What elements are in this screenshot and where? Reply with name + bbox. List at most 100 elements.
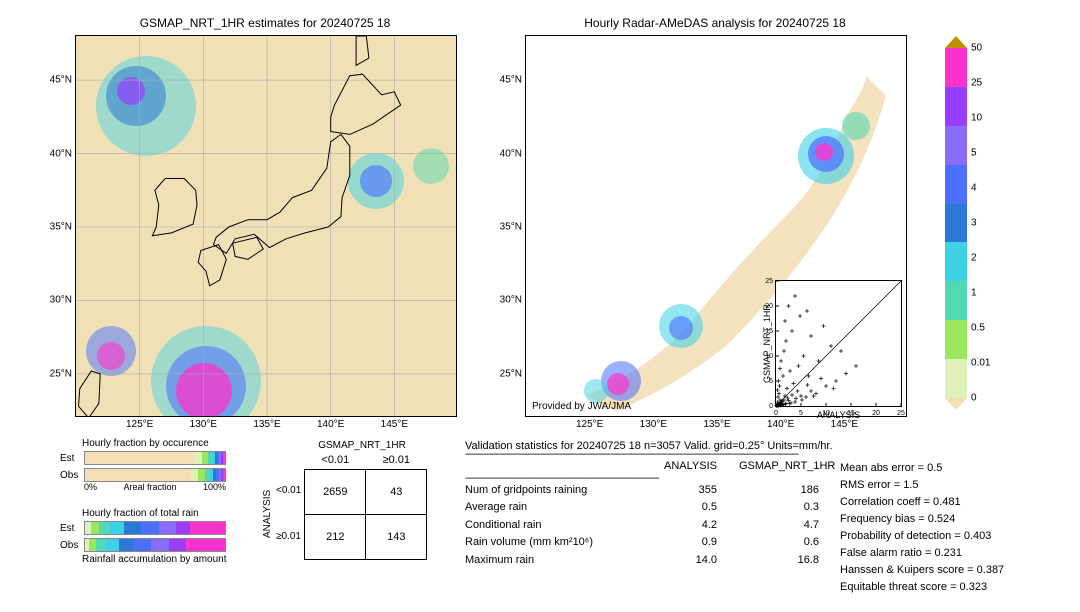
tot-bar-est (84, 521, 226, 535)
ct-row-label-1: ≥0.01 (276, 516, 301, 558)
hourly-occurrence-panel: Hourly fraction by occurence Est Obs 0% … (60, 438, 226, 492)
ct-row-label-0: <0.01 (276, 469, 301, 511)
scatter-xlabel: ANALYSIS (776, 410, 901, 420)
left-map: 125°E130°E135°E140°E145°E45°N40°N35°N30°… (75, 35, 457, 417)
colorbar-segment (945, 320, 967, 359)
colorbar-tick: 3 (967, 218, 977, 229)
frac-seg (124, 522, 141, 534)
colorbar-segment (945, 359, 967, 398)
ct-row-header: ANALYSIS (262, 467, 276, 560)
ct-cell-00: 2659 (305, 470, 366, 515)
occ-bar-obs (84, 468, 226, 482)
frac-seg (159, 522, 176, 534)
contingency-table-panel: GSMAP_NRT_1HR ANALYSIS <0.01 ≥0.01 <0.01… (262, 440, 427, 560)
hourly-occurrence-title: Hourly fraction by occurence (82, 438, 226, 449)
colorbar: 502510543210.50.010 (945, 48, 967, 398)
frac-seg (89, 539, 96, 551)
tot-row-est: Est (60, 523, 80, 534)
frac-seg (96, 539, 106, 551)
tot-caption: Rainfall accumulation by amount (82, 554, 227, 565)
colorbar-tick: 50 (967, 43, 982, 54)
frac-seg (151, 539, 169, 551)
colorbar-tick: 0 (967, 393, 977, 404)
colorbar-arrow-bot (945, 398, 967, 410)
left-map-title: GSMAP_NRT_1HR estimates for 20240725 18 (75, 16, 455, 30)
frac-seg (190, 522, 225, 534)
colorbar-segment (945, 165, 967, 204)
tot-bar-obs (84, 538, 226, 552)
error-metric-row: Frequency bias = 0.524 (840, 511, 1004, 528)
colorbar-segment (945, 281, 967, 320)
hourly-total-panel: Hourly fraction of total rain Est Obs Ra… (60, 508, 227, 565)
y-tick: 45°N (500, 75, 526, 86)
frac-seg (99, 522, 110, 534)
error-metric-row: Correlation coeff = 0.481 (840, 494, 1004, 511)
error-metric-row: Hanssen & Kuipers score = 0.387 (840, 562, 1004, 579)
contingency-table: <0.01 ≥0.01 2659 43 212 143 (304, 451, 427, 560)
validation-row: Conditional rain4.24.7 (465, 517, 833, 535)
colorbar-arrow-top (945, 36, 967, 48)
colorbar-tick: 0.5 (967, 323, 985, 334)
error-metric-row: Probability of detection = 0.403 (840, 528, 1004, 545)
x-tick: 130°E (640, 416, 667, 430)
error-metric-row: False alarm ratio = 0.231 (840, 545, 1004, 562)
validation-row: Average rain0.50.3 (465, 499, 833, 517)
occ-row-obs: Obs (60, 470, 80, 481)
error-metric-row: RMS error = 1.5 (840, 477, 1004, 494)
colorbar-tick: 0.01 (967, 358, 990, 369)
colorbar-tick: 4 (967, 183, 977, 194)
occ-bar-est (84, 451, 226, 465)
frac-seg (191, 469, 198, 481)
frac-seg (110, 522, 124, 534)
x-tick: 145°E (381, 416, 408, 430)
colorbar-segment (945, 126, 967, 165)
colorbar-tick: 2 (967, 253, 977, 264)
frac-seg (85, 469, 191, 481)
frac-seg (169, 539, 186, 551)
x-tick: 135°E (703, 416, 730, 430)
colorbar-segment (945, 242, 967, 281)
right-map-title: Hourly Radar-AMeDAS analysis for 2024072… (525, 16, 905, 30)
occ-x-right: 100% (203, 482, 226, 492)
x-tick: 125°E (576, 416, 603, 430)
y-tick: 40°N (500, 148, 526, 159)
ct-cell-11: 143 (366, 515, 427, 560)
y-tick: 35°N (50, 222, 76, 233)
left-map-grid (76, 36, 456, 416)
scatter-plot: 05101520250510152025 ANALYSIS GSMAP_NRT_… (775, 280, 902, 407)
x-tick: 130°E (190, 416, 217, 430)
ct-col-label-0: <0.01 (305, 451, 366, 470)
scatter-svg: 05101520250510152025 (776, 281, 901, 406)
val-col2: GSMAP_NRT_1HR (729, 458, 819, 476)
colorbar-segment (945, 48, 967, 87)
error-metric-row: Equitable threat score = 0.323 (840, 579, 1004, 596)
colorbar-tick: 5 (967, 148, 977, 159)
x-tick: 135°E (253, 416, 280, 430)
occ-x-left: 0% (84, 482, 97, 492)
frac-seg (186, 539, 225, 551)
y-tick: 30°N (500, 295, 526, 306)
frac-seg (194, 452, 202, 464)
validation-row: Maximum rain14.016.8 (465, 552, 833, 570)
y-tick: 30°N (50, 295, 76, 306)
colorbar-tick: 10 (967, 113, 982, 124)
colorbar-tick: 25 (967, 78, 982, 89)
map-attribution: Provided by JWA/JMA (532, 401, 631, 412)
frac-seg (106, 539, 119, 551)
frac-seg (176, 522, 190, 534)
y-tick: 40°N (50, 148, 76, 159)
error-metric-row: Mean abs error = 0.5 (840, 460, 1004, 477)
y-tick: 25°N (50, 368, 76, 379)
hourly-total-title: Hourly fraction of total rain (82, 508, 227, 519)
ct-col-header: GSMAP_NRT_1HR (304, 440, 420, 451)
x-tick: 125°E (126, 416, 153, 430)
y-tick: 25°N (500, 368, 526, 379)
tot-row-obs: Obs (60, 540, 80, 551)
frac-seg (223, 469, 225, 481)
frac-seg (119, 539, 134, 551)
validation-panel: Validation statistics for 20240725 18 n=… (465, 440, 833, 570)
colorbar-segment (945, 87, 967, 126)
y-tick: 35°N (500, 222, 526, 233)
frac-seg (134, 539, 151, 551)
val-col1: ANALYSIS (647, 458, 717, 476)
